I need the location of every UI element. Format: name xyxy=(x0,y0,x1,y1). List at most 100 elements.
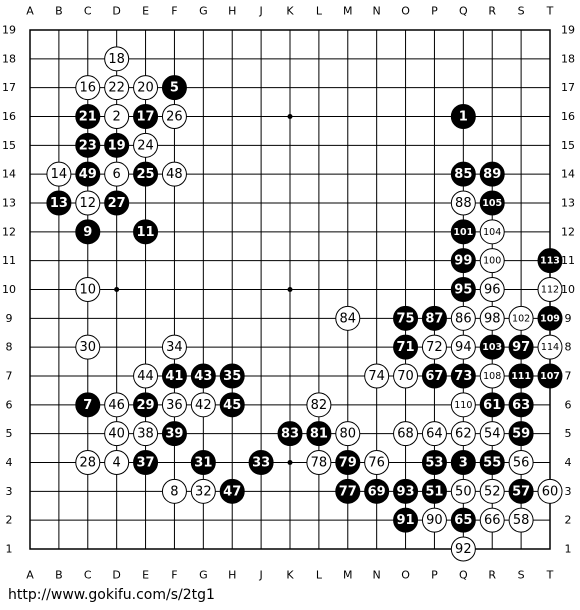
stone xyxy=(393,363,419,389)
stone xyxy=(508,507,534,533)
stone xyxy=(508,450,534,475)
stone xyxy=(479,305,505,331)
column-label: O xyxy=(401,569,410,582)
move-number: 113 xyxy=(540,256,560,267)
column-label: C xyxy=(84,5,92,18)
stone xyxy=(190,450,216,475)
row-label: 19 xyxy=(561,24,575,37)
stone xyxy=(450,248,476,274)
stone xyxy=(450,190,476,216)
stone xyxy=(450,277,476,302)
move-number: 37 xyxy=(137,456,155,471)
stone xyxy=(104,190,130,216)
stone xyxy=(450,305,476,331)
stone xyxy=(508,421,534,447)
column-label: D xyxy=(112,5,120,18)
row-label: 8 xyxy=(565,341,572,354)
column-label: D xyxy=(112,569,120,582)
move-number: 101 xyxy=(453,227,473,238)
move-number: 42 xyxy=(195,398,212,413)
stone xyxy=(161,392,187,418)
stone xyxy=(133,161,159,187)
move-number: 56 xyxy=(513,456,530,471)
stone xyxy=(104,75,130,101)
stone xyxy=(75,104,101,129)
stone xyxy=(161,421,187,447)
stone xyxy=(335,478,361,504)
stone xyxy=(393,305,419,331)
stone xyxy=(450,334,476,360)
stone xyxy=(421,305,447,331)
stone xyxy=(479,248,505,274)
stone xyxy=(133,450,159,475)
move-number: 108 xyxy=(483,371,501,382)
move-number: 35 xyxy=(223,369,241,384)
move-number: 27 xyxy=(108,196,126,211)
stone xyxy=(161,161,187,187)
move-number: 10 xyxy=(80,283,97,298)
stone xyxy=(479,363,505,389)
row-label: 7 xyxy=(565,370,572,383)
stone xyxy=(450,392,476,418)
move-number: 54 xyxy=(484,427,501,442)
stone xyxy=(421,421,447,447)
move-number: 2 xyxy=(113,110,121,125)
move-number: 55 xyxy=(483,456,501,471)
row-label: 13 xyxy=(561,197,575,210)
move-number: 38 xyxy=(137,427,154,442)
row-label: 9 xyxy=(565,312,572,325)
column-label: J xyxy=(258,569,262,582)
stone xyxy=(219,363,245,389)
move-number: 102 xyxy=(512,313,530,324)
move-number: 99 xyxy=(454,254,472,269)
stone xyxy=(248,450,274,475)
stone xyxy=(46,190,72,216)
column-label: R xyxy=(488,5,496,18)
column-label: B xyxy=(55,5,63,18)
stone xyxy=(393,507,419,533)
stone xyxy=(450,363,476,389)
column-label: T xyxy=(546,569,554,582)
move-number: 51 xyxy=(425,484,443,499)
row-label: 5 xyxy=(565,427,572,440)
move-number: 87 xyxy=(425,311,443,326)
row-label: 18 xyxy=(561,52,575,65)
stone xyxy=(133,104,159,129)
move-number: 6 xyxy=(113,167,121,182)
stone xyxy=(190,363,216,389)
move-number: 68 xyxy=(397,427,414,442)
move-number: 63 xyxy=(512,398,530,413)
stone xyxy=(104,392,130,418)
column-label: N xyxy=(373,5,381,18)
row-label: 12 xyxy=(2,225,16,238)
star-point xyxy=(114,287,120,292)
move-number: 62 xyxy=(455,427,472,442)
stone xyxy=(133,421,159,447)
move-number: 29 xyxy=(137,398,155,413)
move-number: 49 xyxy=(79,167,97,182)
move-number: 110 xyxy=(454,400,472,411)
stone xyxy=(75,334,101,360)
column-label: B xyxy=(55,569,63,582)
row-label: 3 xyxy=(6,485,13,498)
move-number: 109 xyxy=(540,313,560,324)
column-label: C xyxy=(84,569,92,582)
column-label: F xyxy=(171,5,177,18)
row-label: 9 xyxy=(6,312,13,325)
stone xyxy=(537,363,563,389)
stone xyxy=(537,478,563,504)
stone xyxy=(133,132,159,158)
move-number: 94 xyxy=(455,340,472,355)
stone xyxy=(104,132,130,158)
move-number: 83 xyxy=(281,427,299,442)
move-number: 69 xyxy=(368,484,386,499)
stone xyxy=(479,190,505,216)
stone xyxy=(450,450,476,475)
stone xyxy=(479,507,505,533)
row-label: 11 xyxy=(2,254,16,267)
move-number: 64 xyxy=(426,427,443,442)
row-label: 10 xyxy=(561,283,575,296)
move-number: 3 xyxy=(459,456,468,471)
move-number: 75 xyxy=(397,311,415,326)
stone xyxy=(133,392,159,418)
